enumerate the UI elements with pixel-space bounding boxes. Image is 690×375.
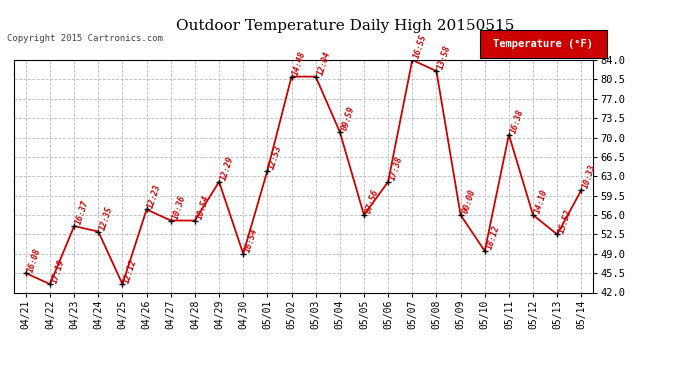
Text: 10:54: 10:54	[195, 194, 211, 220]
Text: 14:10: 14:10	[533, 189, 549, 215]
Text: 13:58: 13:58	[436, 45, 453, 71]
Text: 12:12: 12:12	[123, 258, 139, 284]
Text: Outdoor Temperature Daily High 20150515: Outdoor Temperature Daily High 20150515	[176, 19, 514, 33]
Text: 16:08: 16:08	[26, 247, 42, 273]
Text: 12:29: 12:29	[219, 155, 235, 182]
Text: 16:54: 16:54	[243, 227, 259, 254]
Text: 16:37: 16:37	[75, 200, 90, 226]
Text: 10:33: 10:33	[581, 164, 598, 190]
Text: 12:53: 12:53	[268, 144, 284, 171]
Text: 17:38: 17:38	[388, 155, 404, 182]
Text: 10:36: 10:36	[170, 194, 187, 220]
Text: 15:52: 15:52	[558, 208, 573, 234]
Text: Copyright 2015 Cartronics.com: Copyright 2015 Cartronics.com	[7, 34, 163, 43]
Text: 17:19: 17:19	[50, 258, 66, 284]
Text: 00:00: 00:00	[461, 189, 477, 215]
Text: 18:12: 18:12	[484, 224, 501, 251]
Text: 07:56: 07:56	[364, 189, 380, 215]
Text: 09:59: 09:59	[339, 105, 356, 132]
Text: 12:23: 12:23	[146, 183, 163, 210]
Text: 16:38: 16:38	[509, 108, 525, 135]
Text: 12:04: 12:04	[315, 50, 332, 76]
Text: 14:48: 14:48	[291, 50, 308, 76]
Text: Temperature (°F): Temperature (°F)	[493, 39, 593, 49]
Text: 16:55: 16:55	[412, 33, 428, 60]
Text: 12:35: 12:35	[98, 205, 115, 232]
